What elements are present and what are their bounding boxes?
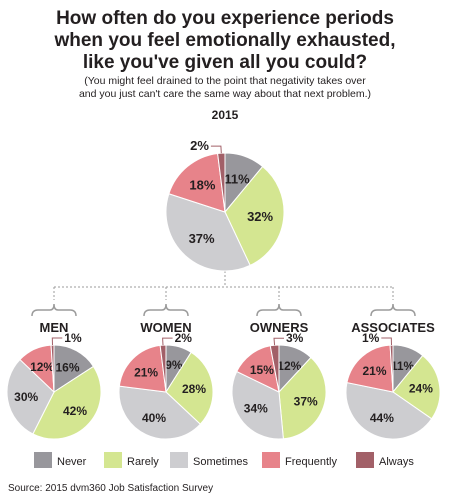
slice-women-sometimes bbox=[118, 385, 201, 440]
pie-men: MEN 16% 42% 30% 12% 1% bbox=[6, 320, 102, 440]
slice-associates-always bbox=[389, 344, 394, 393]
leader-men-always bbox=[51, 337, 63, 346]
slice-2015-rarely bbox=[224, 165, 285, 267]
chart-title-line-3: like you've given all you could? bbox=[82, 52, 368, 73]
data-label-associates-never: 11% bbox=[391, 359, 415, 373]
chart-subtitle-line-1: (You might feel drained to the point tha… bbox=[84, 75, 366, 87]
data-label-women-always: 2% bbox=[175, 331, 193, 345]
pie-title-men: MEN bbox=[40, 320, 69, 335]
legend-swatch-frequently bbox=[262, 452, 280, 468]
data-label-2015-frequently: 18% bbox=[189, 177, 215, 192]
pie-title-2015: 2015 bbox=[212, 108, 239, 122]
legend-label-never: Never bbox=[57, 456, 87, 468]
slice-men-never bbox=[53, 344, 95, 393]
data-label-2015-always: 2% bbox=[190, 138, 209, 153]
data-label-owners-rarely: 37% bbox=[294, 394, 318, 408]
data-label-men-rarely: 42% bbox=[63, 404, 87, 418]
legend-swatch-always bbox=[356, 452, 374, 468]
brace-3 bbox=[370, 303, 416, 317]
legend-swatch-never bbox=[34, 452, 52, 468]
slice-2015-sometimes bbox=[165, 193, 251, 272]
legend-swatch-sometimes bbox=[170, 452, 188, 468]
data-label-owners-always: 3% bbox=[286, 331, 304, 345]
brace-2 bbox=[256, 303, 302, 317]
legend-label-frequently: Frequently bbox=[285, 456, 337, 468]
leader-associates-always bbox=[381, 337, 392, 346]
connector-lines bbox=[53, 271, 394, 300]
data-label-associates-sometimes: 44% bbox=[370, 411, 394, 425]
slice-women-rarely bbox=[165, 351, 214, 425]
leader-women-always bbox=[162, 337, 173, 346]
data-label-2015-sometimes: 37% bbox=[189, 231, 215, 246]
data-label-associates-frequently: 21% bbox=[362, 364, 386, 378]
legend: Never Rarely Sometimes Frequently Always bbox=[34, 452, 414, 468]
data-label-owners-frequently: 15% bbox=[250, 363, 274, 377]
slice-associates-frequently bbox=[346, 344, 394, 393]
chart-title-line-1: How often do you experience periods bbox=[56, 8, 394, 29]
data-label-men-frequently: 12% bbox=[30, 360, 54, 374]
slice-men-always bbox=[50, 344, 55, 393]
pie-title-associates: ASSOCIATES bbox=[351, 320, 435, 335]
pie-2015: 2015 11% 32% 37% 18% 2% bbox=[165, 108, 285, 272]
pie-associates: ASSOCIATES 11% 24% 44% 21% 1% bbox=[345, 320, 441, 440]
pie-owners: OWNERS 12% 37% 34% 15% 3% bbox=[231, 320, 327, 440]
slice-owners-rarely bbox=[278, 356, 327, 440]
source-note: Source: 2015 dvm360 Job Satisfaction Sur… bbox=[8, 483, 214, 494]
data-label-owners-never: 12% bbox=[277, 359, 301, 373]
legend-label-always: Always bbox=[379, 456, 414, 468]
data-label-owners-sometimes: 34% bbox=[244, 401, 268, 415]
slice-2015-frequently bbox=[168, 152, 226, 213]
slice-associates-rarely bbox=[392, 354, 441, 420]
slice-men-sometimes bbox=[6, 358, 55, 435]
data-label-women-frequently: 21% bbox=[134, 365, 158, 379]
slice-owners-always bbox=[269, 344, 280, 393]
chart-subtitle-line-2: and you just can't care the same way abo… bbox=[78, 88, 372, 100]
pie-title-owners: OWNERS bbox=[250, 320, 309, 335]
data-label-men-always: 1% bbox=[64, 331, 82, 345]
legend-label-rarely: Rarely bbox=[127, 456, 159, 468]
slice-women-frequently bbox=[118, 344, 167, 393]
brace-0 bbox=[31, 303, 77, 317]
data-label-associates-rarely: 24% bbox=[409, 381, 433, 395]
data-label-associates-always: 1% bbox=[362, 331, 380, 345]
data-label-2015-never: 11% bbox=[224, 171, 250, 186]
data-label-men-sometimes: 30% bbox=[14, 390, 38, 404]
data-label-men-never: 16% bbox=[55, 361, 79, 375]
slice-men-rarely bbox=[32, 365, 102, 440]
data-label-women-rarely: 28% bbox=[182, 382, 206, 396]
brace-1 bbox=[143, 303, 189, 317]
pie-title-women: WOMEN bbox=[140, 320, 191, 335]
data-label-women-sometimes: 40% bbox=[142, 411, 166, 425]
legend-swatch-rarely bbox=[104, 452, 122, 468]
pie-women: WOMEN 9% 28% 40% 21% 2% bbox=[118, 320, 214, 440]
legend-label-sometimes: Sometimes bbox=[193, 456, 249, 468]
slice-2015-always bbox=[217, 152, 226, 213]
leader-2015-always bbox=[210, 145, 222, 154]
data-label-2015-rarely: 32% bbox=[247, 209, 273, 224]
slice-associates-sometimes bbox=[345, 381, 433, 440]
data-label-women-never: 9% bbox=[165, 358, 183, 372]
leader-owners-always bbox=[273, 337, 284, 346]
chart-title-line-2: when you feel emotionally exhausted, bbox=[54, 30, 396, 51]
